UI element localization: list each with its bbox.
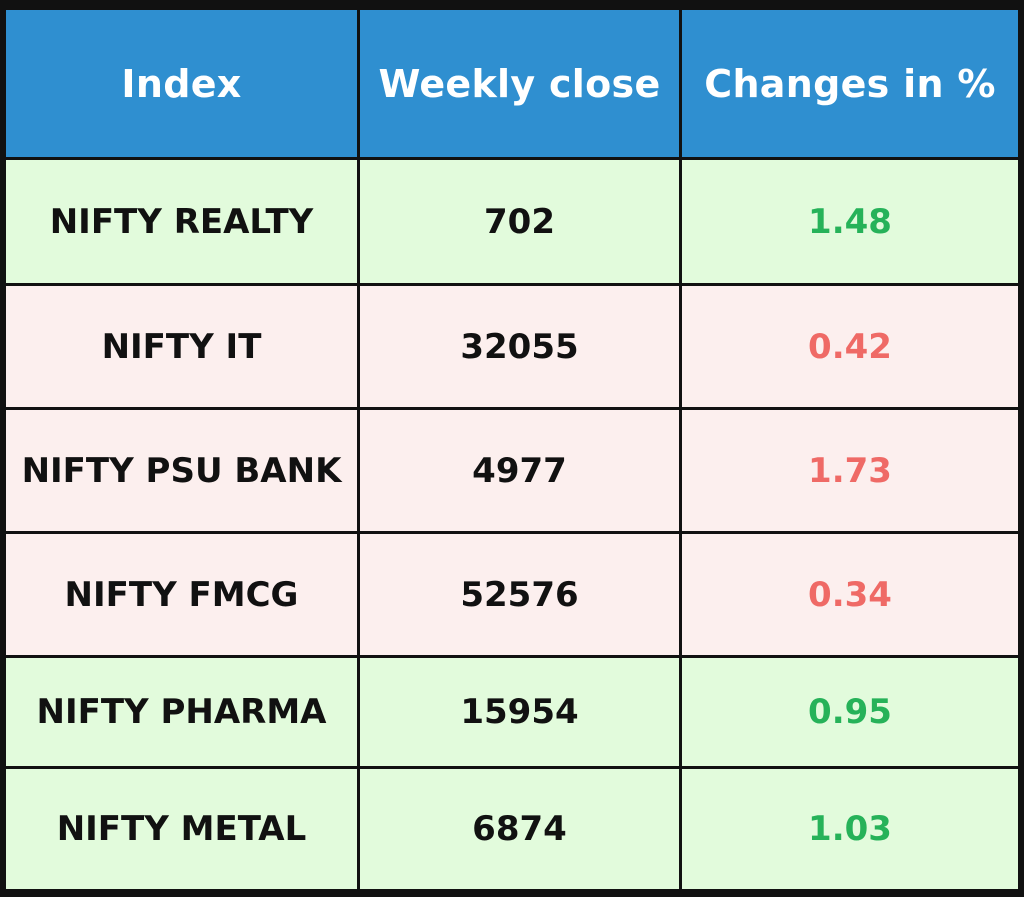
row-index-name: NIFTY PSU BANK: [0, 410, 360, 534]
row-change-percent: 0.34: [682, 534, 1024, 658]
row-change-percent: 0.42: [682, 286, 1024, 410]
row-change-percent: 1.73: [682, 410, 1024, 534]
row-weekly-close: 702: [360, 160, 682, 286]
header-weekly-close: Weekly close: [360, 0, 682, 160]
header-change-percent: Changes in %: [682, 0, 1024, 160]
row-change-percent: 0.95: [682, 658, 1024, 769]
row-index-name: NIFTY METAL: [0, 769, 360, 897]
header-index: Index: [0, 0, 360, 160]
row-change-percent: 1.48: [682, 160, 1024, 286]
row-weekly-close: 4977: [360, 410, 682, 534]
row-weekly-close: 52576: [360, 534, 682, 658]
row-weekly-close: 6874: [360, 769, 682, 897]
row-weekly-close: 32055: [360, 286, 682, 410]
row-index-name: NIFTY IT: [0, 286, 360, 410]
row-change-percent: 1.03: [682, 769, 1024, 897]
row-weekly-close: 15954: [360, 658, 682, 769]
row-index-name: NIFTY PHARMA: [0, 658, 360, 769]
row-index-name: NIFTY REALTY: [0, 160, 360, 286]
row-index-name: NIFTY FMCG: [0, 534, 360, 658]
